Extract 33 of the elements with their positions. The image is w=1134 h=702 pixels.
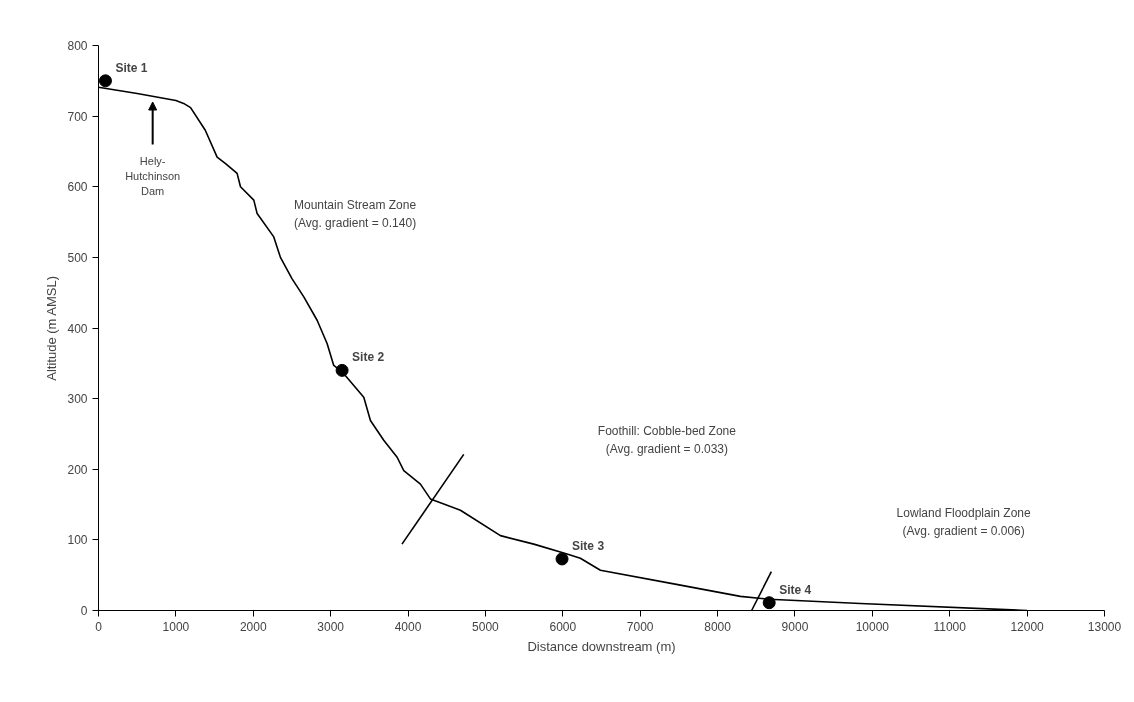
annotation: Site 2 [352,350,385,365]
y-axis-title: Altitude (m AMSL) [44,275,60,381]
y-tick-label: 300 [67,392,88,407]
annotation: Mountain Stream Zone (Avg. gradient = 0.140) [293,198,417,231]
x-tick-label: 9000 [781,619,809,634]
x-axis-title: Distance downstream (m) [527,638,676,654]
y-tick-label: 0 [80,604,88,618]
annotation: Hely- Hutchinson Dam [125,154,181,197]
x-tick-label: 0 [95,619,103,634]
x-tick-label: 1000 [162,619,190,634]
x-tick-label: 2000 [239,619,267,634]
x-tick-label: 12000 [1010,619,1045,634]
y-tick-label: 400 [67,321,88,336]
x-tick-label: 4000 [394,619,422,634]
x-tick-label: 5000 [472,619,500,634]
y-tick-label: 700 [67,109,88,124]
y-tick-label: 500 [67,250,88,265]
annotation: Site 1 [115,60,148,75]
x-tick-label: 8000 [704,619,732,634]
x-tick-label: 6000 [549,619,577,634]
annotation: Lowland Floodplain Zone (Avg. gradient = 0.006) [896,505,1032,539]
y-tick-label: 800 [67,39,88,53]
annotation: Site 3 [572,538,605,553]
x-tick-label: 3000 [317,619,345,634]
annotation: Foothill: Cobble-bed Zone (Avg. gradient = 0.033) [597,424,737,457]
y-tick-label: 600 [67,180,88,195]
x-tick-label: 10000 [855,619,890,634]
y-tick-label: 200 [67,462,88,477]
annotation: Site 4 [779,582,812,597]
x-tick-label: 13000 [1087,619,1122,634]
x-tick-label: 11000 [933,619,967,634]
x-tick-label: 7000 [626,619,654,634]
y-tick-label: 100 [67,533,88,548]
